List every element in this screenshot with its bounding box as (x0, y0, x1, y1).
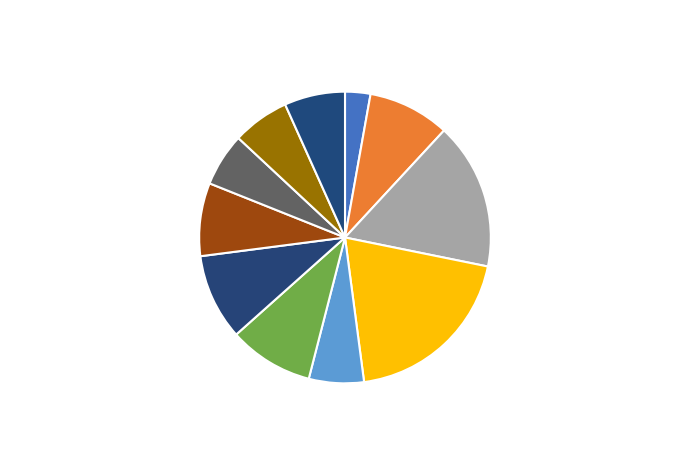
Wedge shape (236, 238, 345, 379)
Wedge shape (345, 94, 444, 238)
Wedge shape (200, 238, 345, 334)
Wedge shape (345, 92, 371, 238)
Wedge shape (285, 92, 345, 238)
Wedge shape (199, 183, 345, 256)
Wedge shape (210, 138, 345, 238)
Wedge shape (345, 131, 491, 266)
Wedge shape (238, 104, 345, 238)
Wedge shape (345, 238, 488, 382)
Wedge shape (308, 238, 364, 383)
